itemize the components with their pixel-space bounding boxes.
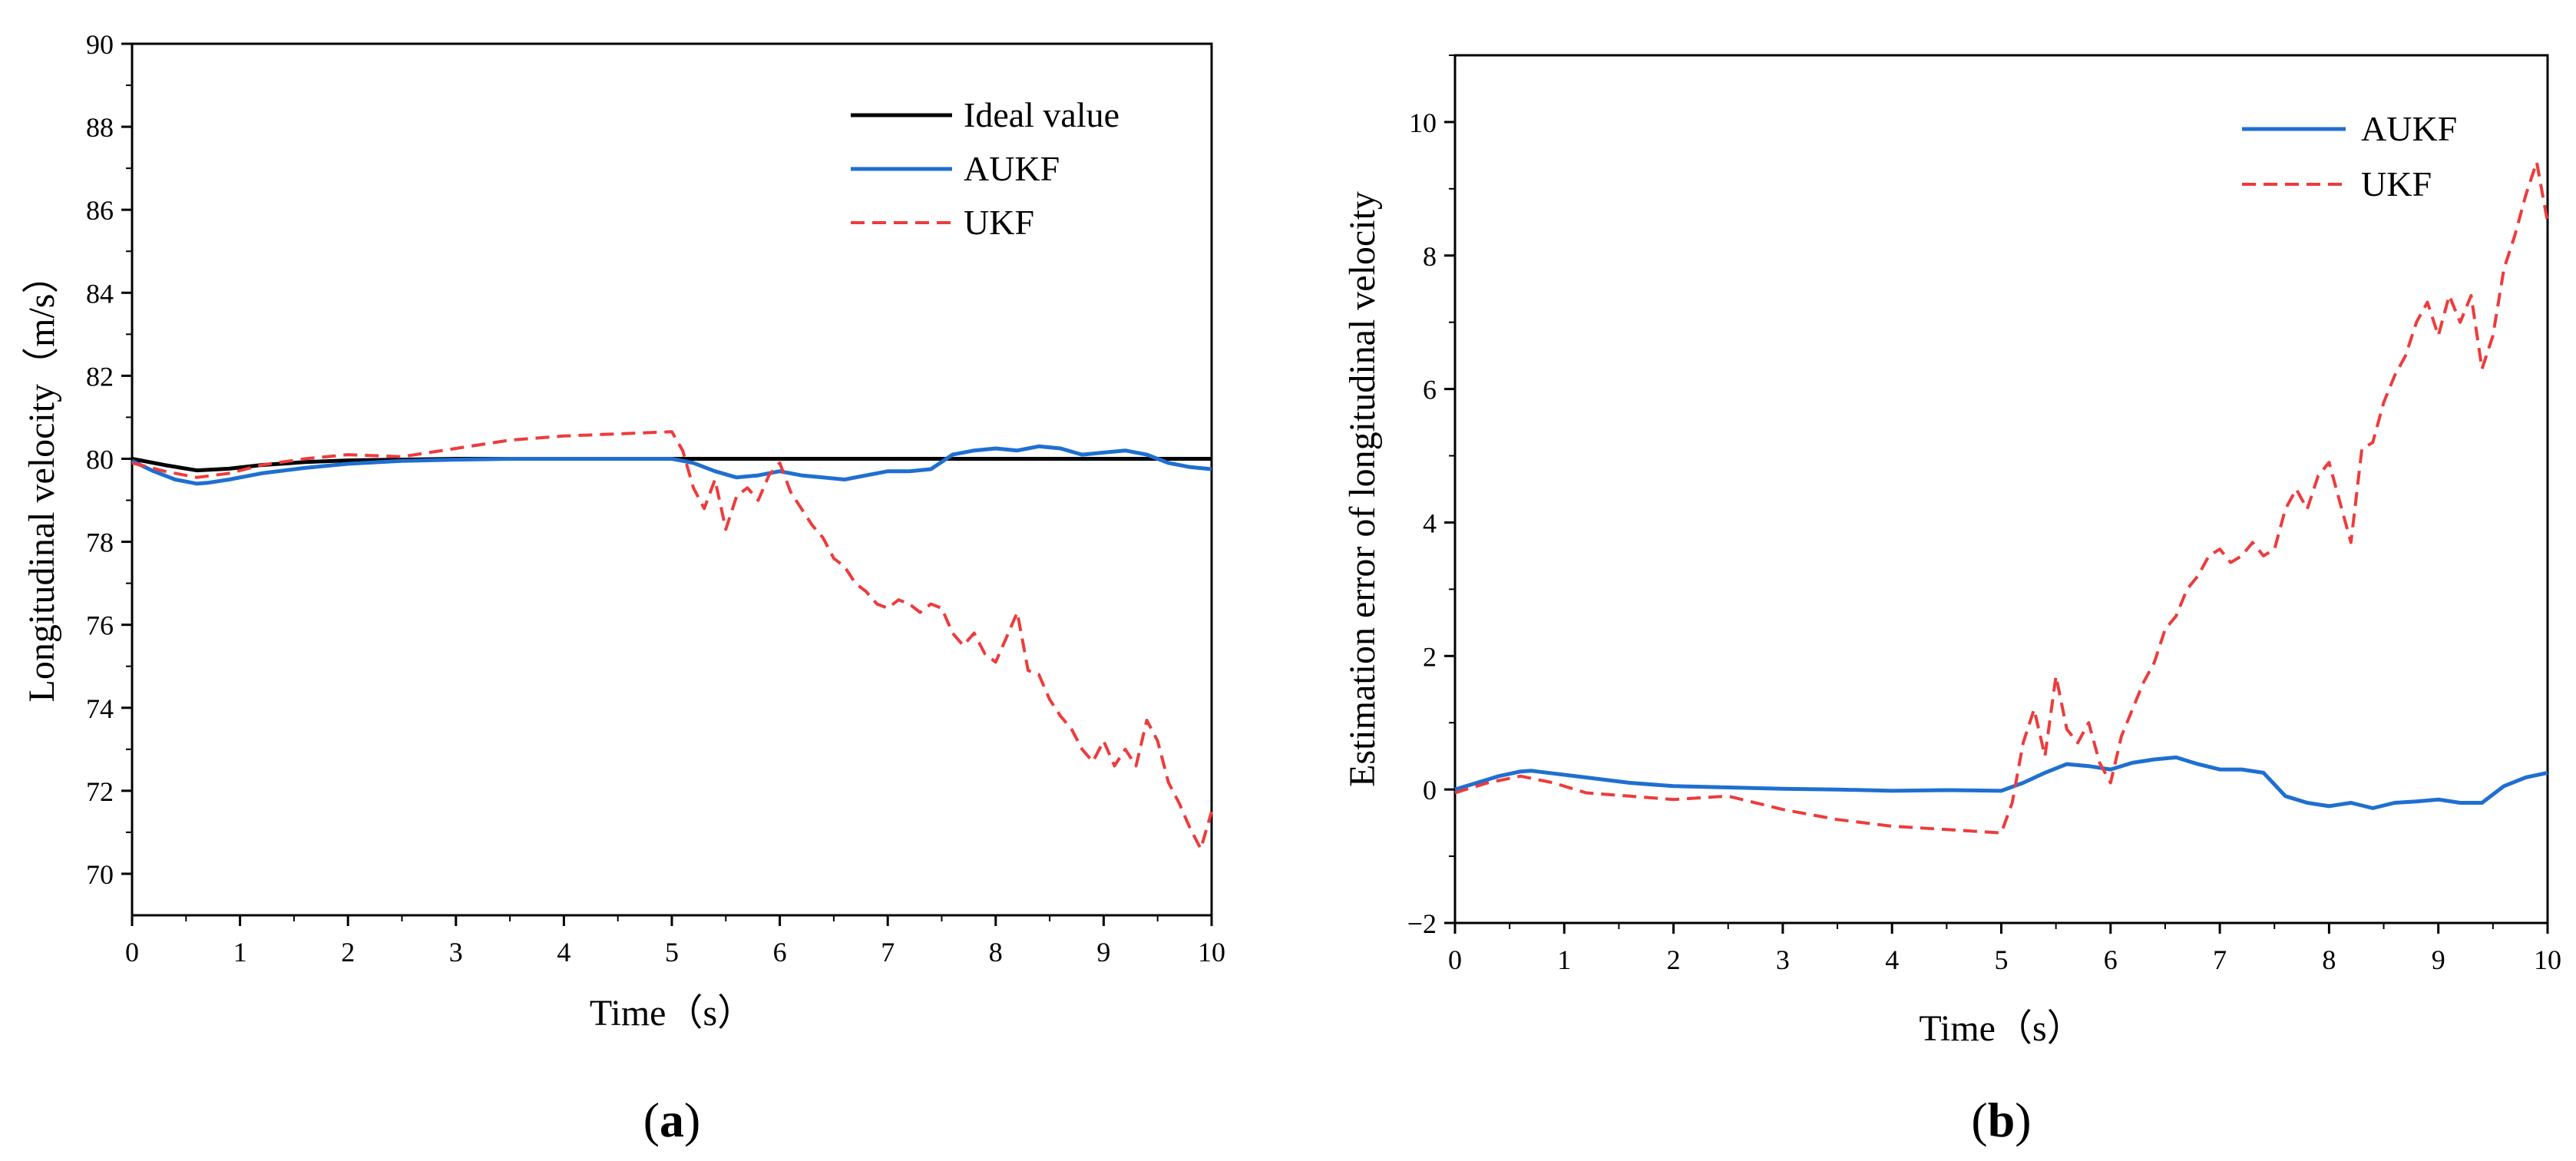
chart-a-y-tick-label: 80 (86, 444, 114, 475)
chart-a-y-tick-label: 78 (86, 528, 114, 558)
chart-b-series-ukf (1454, 160, 2549, 835)
chart-b-series-layer (1454, 160, 2549, 835)
chart-b-x-tick-label: 0 (1448, 944, 1462, 975)
chart-b-y-tick-label: 4 (1423, 508, 1437, 538)
chart-a-y-tick-label: 90 (86, 29, 114, 60)
chart-a-y-tick-label: 84 (86, 278, 114, 309)
chart-a-x-tick-label: 3 (449, 937, 463, 968)
chart-a-x-tick-label: 10 (1198, 937, 1225, 968)
chart-a-y-tick-label: 82 (86, 361, 114, 392)
chart-b-x-tick-label: 1 (1557, 944, 1571, 975)
chart-b-y-tick-label: 8 (1423, 241, 1437, 272)
chart-b-panel-label: (b) (1971, 1093, 2031, 1147)
chart-a-x-tick-label: 4 (557, 937, 570, 968)
chart-a-x-axis-title: Time（s） (590, 993, 754, 1034)
chart-a-series-aukf (131, 444, 1212, 486)
chart-a-x-tick-label: 8 (989, 937, 1003, 968)
chart-a-x-tick-label: 1 (233, 937, 247, 968)
chart-b-y-tick-label: 10 (1409, 108, 1437, 138)
chart-a-series-ukf (131, 430, 1213, 851)
chart-panel-b: 0 1 2 3 4 5 6 7 8 9 10 −2 0 2 4 6 8 10 AUKF UKF Time（s） Es… (1342, 54, 2561, 1147)
chart-a-x-tick-label: 9 (1096, 937, 1110, 968)
chart-b-series-aukf (1454, 755, 2548, 810)
chart-b-x-tick-label: 7 (2213, 944, 2227, 975)
chart-b-y-tick-label: −2 (1407, 908, 1437, 939)
chart-b-x-tick-label: 9 (2432, 944, 2445, 975)
chart-a-x-tick-label: 6 (773, 937, 787, 968)
chart-b-x-tick-label: 5 (1995, 944, 2009, 975)
chart-a-series-layer (131, 430, 1213, 851)
chart-a-legend: Ideal value AUKF UKF (851, 95, 1119, 242)
chart-a-x-tick-label: 5 (665, 937, 679, 968)
chart-a-panel-label: (a) (643, 1093, 701, 1147)
chart-b-legend-label: AUKF (2361, 109, 2457, 148)
chart-b-x-tick-label: 6 (2104, 944, 2118, 975)
chart-b-x-tick-label: 8 (2322, 944, 2336, 975)
chart-a-legend-label: Ideal value (964, 95, 1119, 134)
chart-a-y-tick-label: 72 (86, 776, 114, 807)
chart-a-x-tick-label: 0 (125, 937, 139, 968)
chart-b-x-tick-label: 2 (1667, 944, 1681, 975)
chart-a-legend-label: AUKF (964, 149, 1060, 188)
chart-a-y-tick-label: 70 (86, 859, 114, 890)
chart-a-y-tick-label: 76 (86, 610, 114, 641)
chart-a-x-tick-label: 2 (341, 937, 355, 968)
chart-a-legend-label: UKF (964, 203, 1034, 242)
chart-a-y-tick-label: 86 (86, 195, 114, 226)
chart-b-y-axis-title: Estimation error of longitudinal velocit… (1342, 191, 1383, 787)
chart-a-y-tick-label: 88 (86, 112, 114, 143)
chart-b-legend-label: UKF (2361, 164, 2432, 203)
chart-a-y-tick-label: 74 (86, 693, 114, 724)
chart-b-y-tick-label: 0 (1423, 775, 1437, 805)
chart-a-x-tick-label: 7 (881, 937, 894, 968)
chart-b-x-tick-label: 4 (1885, 944, 1899, 975)
chart-b-x-tick-label: 10 (2534, 944, 2561, 975)
chart-b-x-tick-label: 3 (1776, 944, 1790, 975)
chart-b-y-tick-label: 6 (1423, 375, 1437, 405)
chart-b-y-tick-label: 2 (1423, 641, 1437, 672)
chart-b-x-axis-title: Time（s） (1919, 1008, 2083, 1049)
chart-a-y-axis-title: Longitudinal velocity（m/s） (21, 257, 62, 703)
chart-b-axes: 0 1 2 3 4 5 6 7 8 9 10 −2 0 2 4 6 8 10 (1407, 55, 2561, 975)
chart-b-legend: AUKF UKF (2242, 109, 2457, 203)
